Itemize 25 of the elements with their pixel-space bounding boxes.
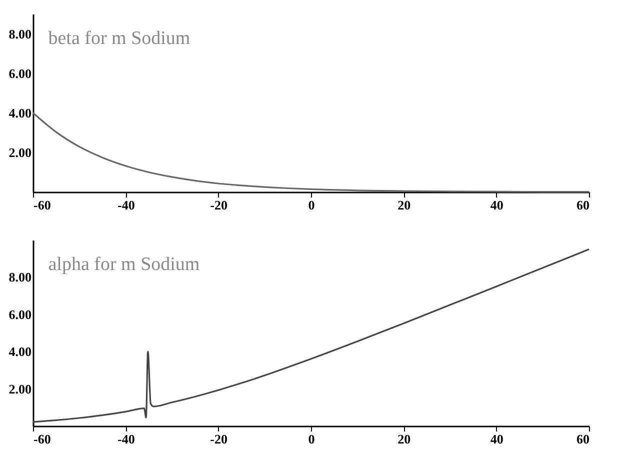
- text: alpha for m Sodium: [48, 254, 200, 275]
- x-tick-label: -40: [117, 432, 135, 446]
- text: beta for m Sodium: [48, 28, 190, 49]
- x-tick-label: 40: [490, 432, 504, 446]
- x-tick-label: 0: [308, 432, 315, 446]
- x-tick-label: -40: [117, 198, 135, 212]
- x-tick-label: -60: [34, 198, 51, 212]
- y-tick-label: 6.00: [8, 66, 32, 81]
- y-tick-label: 2.00: [8, 381, 32, 396]
- y-tick-label: 8.00: [8, 270, 32, 285]
- y-tick-label: 4.00: [8, 105, 32, 120]
- y-tick-label: 4.00: [8, 344, 32, 360]
- y-tick-label: 6.00: [8, 306, 32, 322]
- x-tick-label: 40: [490, 198, 504, 212]
- x-tick-label: -20: [210, 432, 228, 446]
- y-tick-label: 8.00: [8, 26, 32, 42]
- x-tick-label: 0: [308, 198, 315, 212]
- x-tick-label: 20: [398, 198, 411, 212]
- y-tick-label: 2.00: [8, 144, 32, 160]
- x-tick-label: 60: [576, 432, 590, 446]
- x-tick-label: -60: [34, 432, 51, 446]
- line-series: [32, 248, 590, 423]
- x-tick-label: 60: [576, 198, 590, 212]
- x-tick-label: -20: [210, 198, 228, 212]
- x-tick-label: 20: [398, 432, 411, 446]
